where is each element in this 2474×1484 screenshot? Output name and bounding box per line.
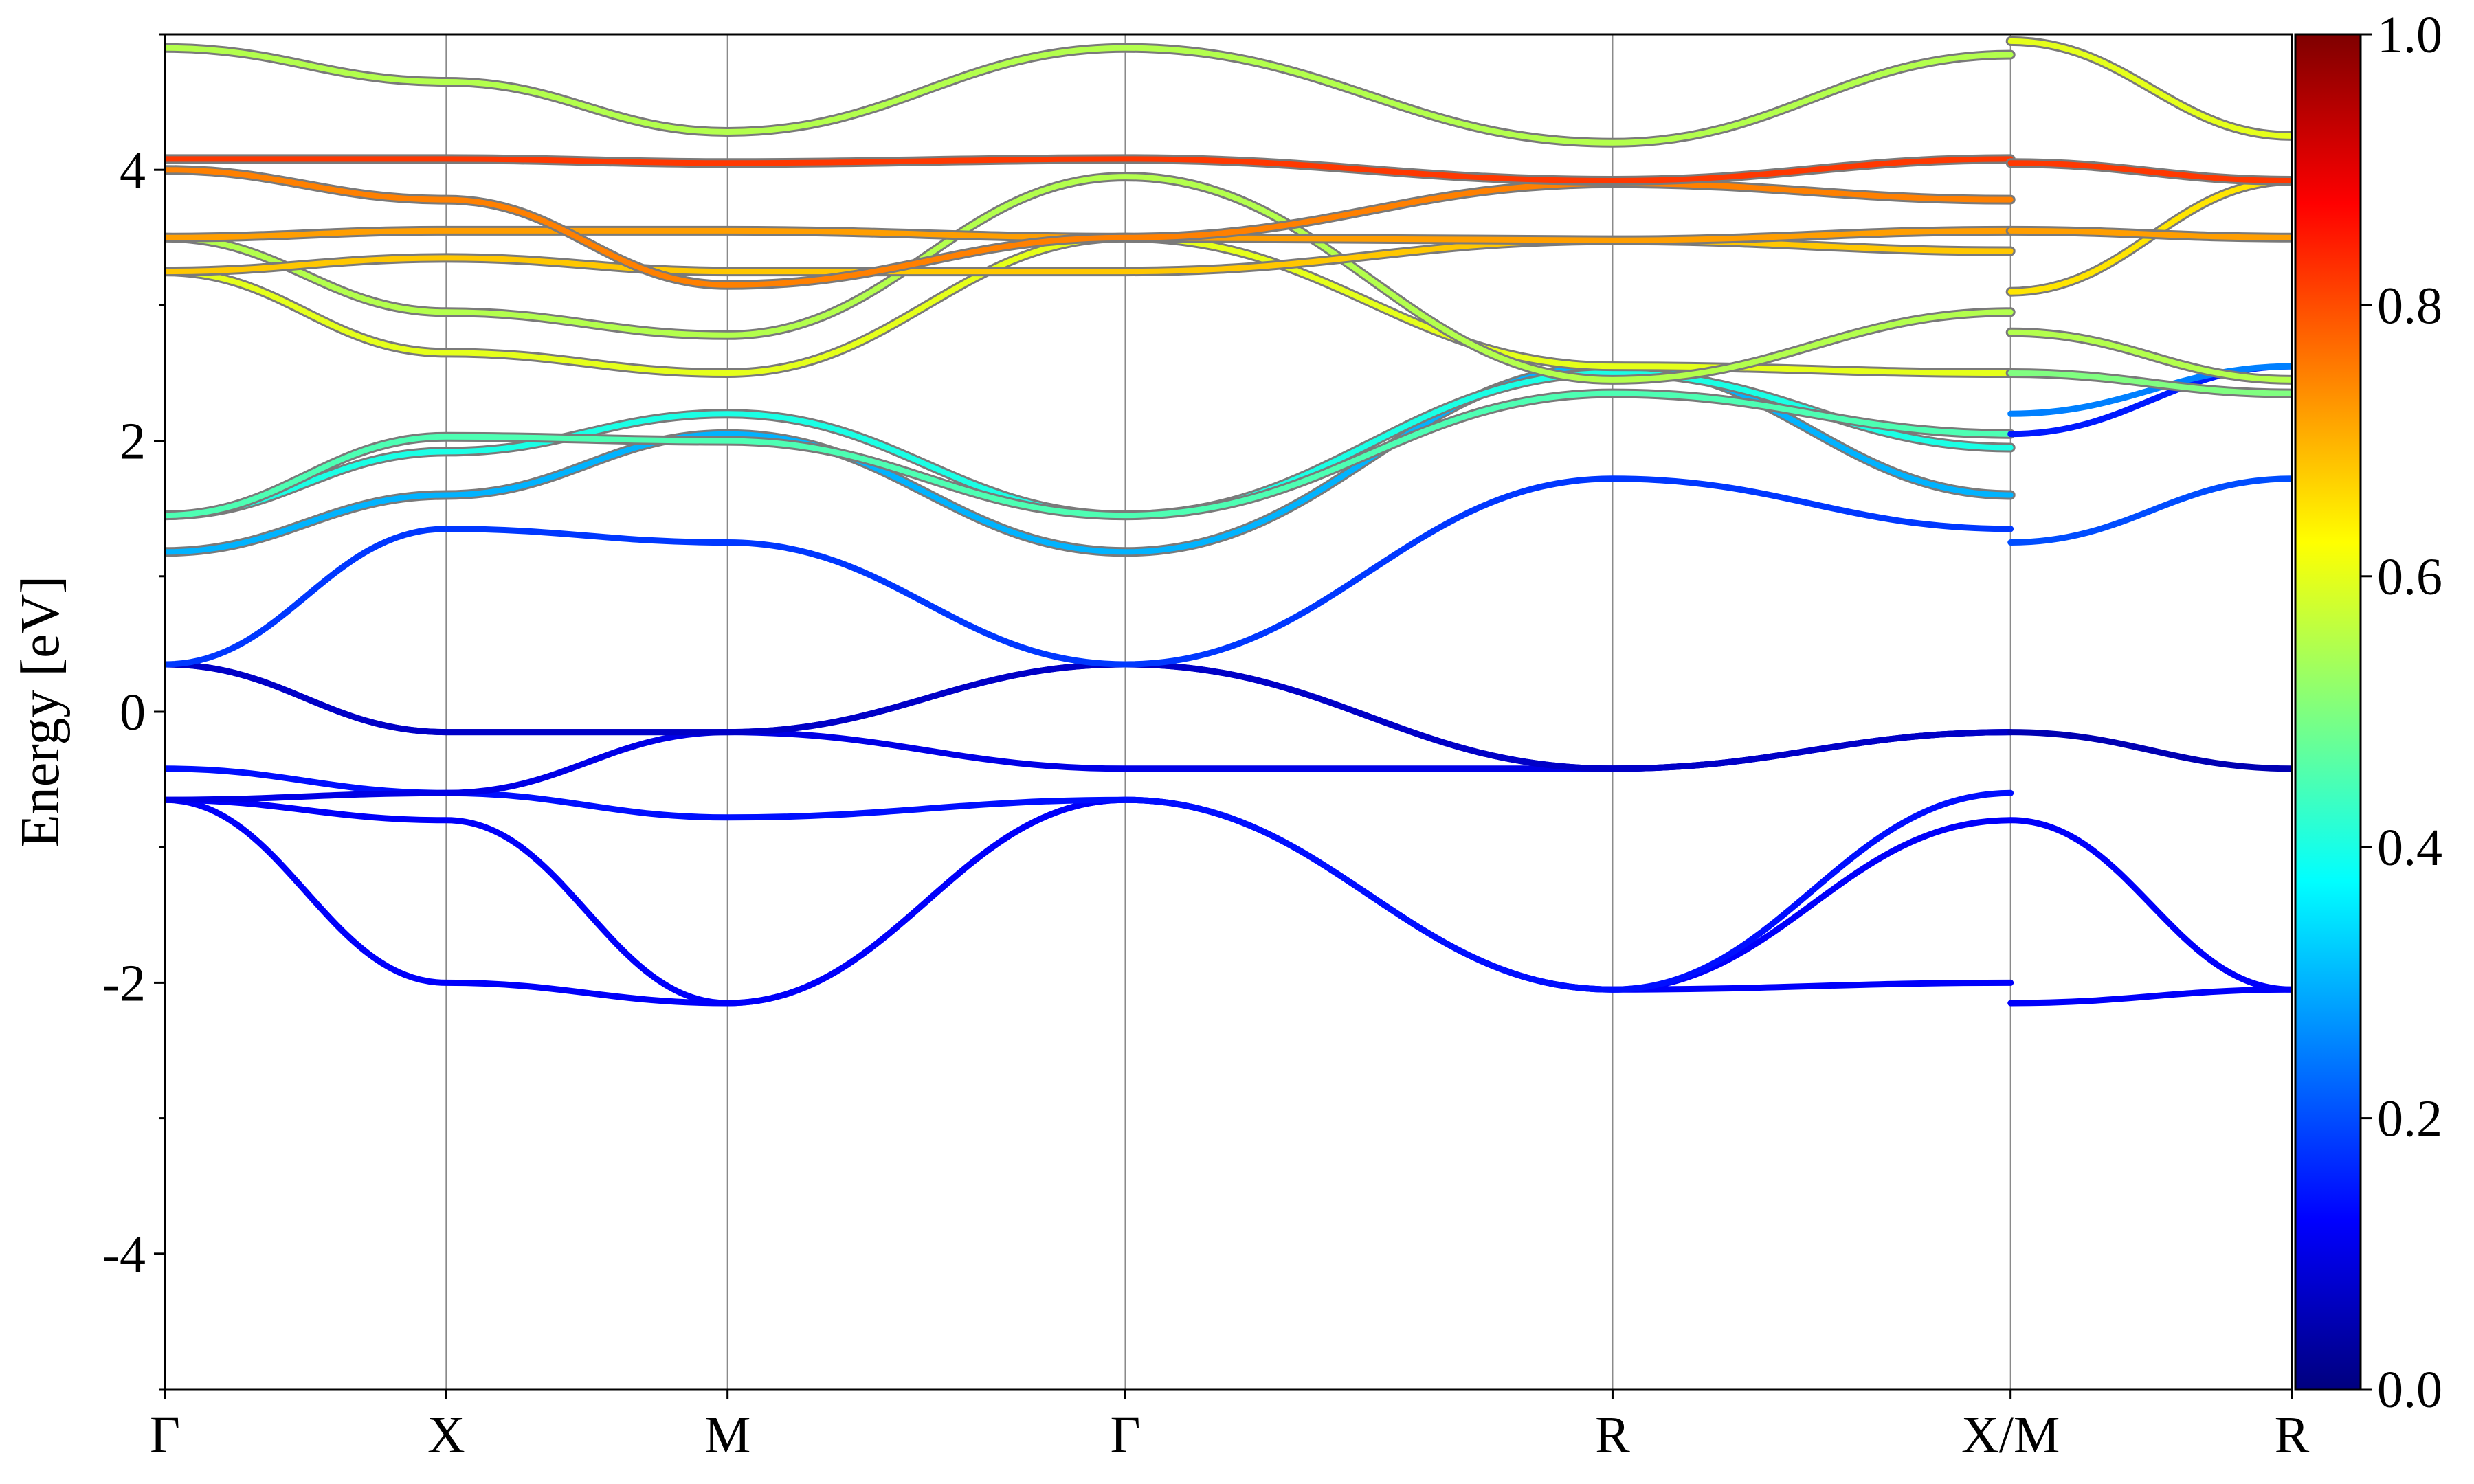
y-tick-label: 4 [120, 142, 146, 199]
y-tick-label: 0 [120, 684, 146, 741]
y-tick-label: -4 [102, 1226, 146, 1283]
kpoint-label: M [704, 1406, 751, 1464]
colorbar-tick-label: 0.8 [2377, 277, 2442, 335]
band-line-core [2007, 329, 2292, 383]
colorbar [2294, 33, 2362, 1391]
band-line-core [165, 45, 2014, 146]
band-line-core [165, 363, 2014, 555]
band-line-core [2007, 38, 2292, 139]
kpoint-label: Γ [150, 1406, 180, 1464]
y-tick-label: 2 [120, 413, 146, 471]
y-axis-title: Energy [eV] [10, 576, 71, 848]
band-line-core [165, 234, 2014, 376]
band-line-core [165, 390, 2014, 519]
band-line [2007, 986, 2292, 1007]
band-line [2007, 475, 2292, 546]
colorbar-ticks: 0.0 0.2 0.4 0.6 0.8 1.0 [2361, 6, 2442, 1419]
band-line [2007, 729, 2292, 772]
y-axis-ticks: -4 -2 0 2 4 [102, 33, 165, 1391]
colorbar-tick-label: 1.0 [2377, 6, 2442, 64]
kpoint-label: R [1595, 1406, 1630, 1464]
band-line [165, 661, 2014, 772]
band-line-core [165, 156, 2014, 183]
band-line-core [165, 174, 2014, 383]
band-line [165, 661, 2014, 772]
colorbar-tick-label: 0.0 [2377, 1361, 2442, 1419]
y-tick-label: -2 [102, 954, 146, 1012]
kpoint-label: R [2275, 1406, 2310, 1464]
band-line-core [165, 167, 2014, 288]
band-line [2007, 817, 2292, 993]
colorbar-tick-label: 0.2 [2377, 1090, 2442, 1148]
band-line-core [165, 227, 2014, 243]
band-line-core [2007, 227, 2292, 240]
band-line-core [2007, 160, 2292, 183]
high-symmetry-lines [445, 34, 2011, 1389]
kpoint-label: X [427, 1406, 465, 1464]
band-line [165, 475, 2014, 668]
colorbar-tick-label: 0.4 [2377, 819, 2442, 877]
kpoint-label: X/M [1961, 1406, 2060, 1464]
band-lines [165, 36, 2292, 1007]
band-line-core [2007, 370, 2292, 396]
kpoint-label: Γ [1111, 1406, 1141, 1464]
band-line [2007, 363, 2292, 417]
band-line [165, 729, 2014, 803]
colorbar-tick-label: 0.6 [2377, 548, 2442, 606]
band-line [165, 796, 2014, 1007]
x-axis-ticks: Γ X M Γ R X/M R [150, 1389, 2310, 1464]
band-line [165, 796, 2014, 1007]
